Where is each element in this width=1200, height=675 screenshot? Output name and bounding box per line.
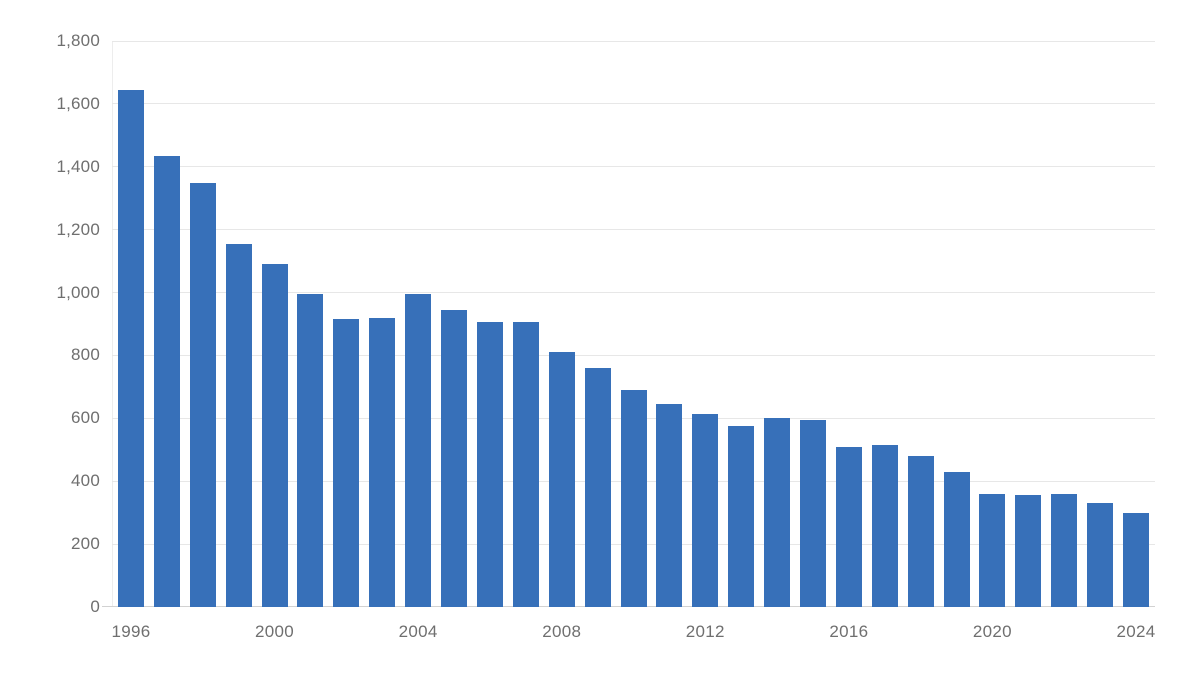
bar-2015[interactable] (799, 419, 826, 607)
y-tick-label-1000: 1,000 (56, 282, 100, 302)
bar-2024[interactable] (1123, 512, 1149, 607)
bar-2004[interactable] (405, 294, 432, 607)
gridline-1600 (112, 103, 1155, 105)
y-tick-label-1200: 1,200 (56, 219, 100, 239)
y-tick-label-1400: 1,400 (56, 156, 100, 176)
bar-2018[interactable] (907, 456, 934, 607)
x-tick-label-2020: 2020 (972, 622, 1012, 641)
bar-2009[interactable] (584, 368, 611, 607)
bar-2002[interactable] (333, 319, 360, 607)
y-tick-label-200: 200 (71, 534, 100, 554)
x-tick-label-2004: 2004 (398, 622, 438, 641)
bar-2000[interactable] (261, 264, 288, 607)
x-tick-label-1996: 1996 (111, 622, 151, 641)
x-tick-label-2008: 2008 (542, 622, 582, 641)
bar-1996[interactable] (118, 89, 144, 607)
bar-1997[interactable] (153, 155, 180, 607)
bar-2006[interactable] (476, 322, 503, 607)
x-tick-label-2024: 2024 (1116, 622, 1156, 641)
bar-2012[interactable] (692, 413, 719, 607)
y-tick-label-0: 0 (90, 597, 100, 616)
gridline-1000 (112, 292, 1155, 294)
bar-2007[interactable] (512, 322, 539, 607)
y-axis-line (112, 41, 113, 607)
y-tick-label-800: 800 (71, 345, 100, 365)
bar-2013[interactable] (728, 426, 755, 607)
x-tick-label-2000: 2000 (255, 622, 295, 641)
bar-2019[interactable] (943, 471, 970, 607)
bar-2011[interactable] (656, 404, 683, 607)
bar-2005[interactable] (441, 309, 468, 607)
y-tick-label-400: 400 (71, 471, 100, 491)
gridline-1800 (112, 40, 1155, 42)
bar-2014[interactable] (764, 418, 791, 607)
bar-2010[interactable] (620, 390, 647, 607)
bar-2020[interactable] (979, 493, 1006, 607)
bar-1998[interactable] (189, 182, 216, 607)
bar-2017[interactable] (871, 445, 898, 607)
bar-2023[interactable] (1087, 503, 1114, 607)
bar-1999[interactable] (225, 243, 252, 607)
bar-2003[interactable] (369, 317, 396, 607)
bar-2016[interactable] (835, 446, 862, 607)
bar-2008[interactable] (548, 352, 575, 607)
y-tick-label-1600: 1,600 (56, 93, 100, 113)
y-tick-label-600: 600 (71, 408, 100, 428)
gridline-800 (112, 354, 1155, 356)
x-tick-label-2016: 2016 (829, 622, 869, 641)
gridline-1400 (112, 166, 1155, 168)
y-tick-label-1800: 1,800 (56, 31, 100, 50)
plot-area (102, 40, 1155, 607)
bar-2001[interactable] (297, 294, 324, 607)
bar-2022[interactable] (1051, 493, 1078, 607)
x-tick-label-2012: 2012 (685, 622, 725, 641)
bar-2021[interactable] (1015, 495, 1042, 607)
gridline-1200 (112, 229, 1155, 231)
